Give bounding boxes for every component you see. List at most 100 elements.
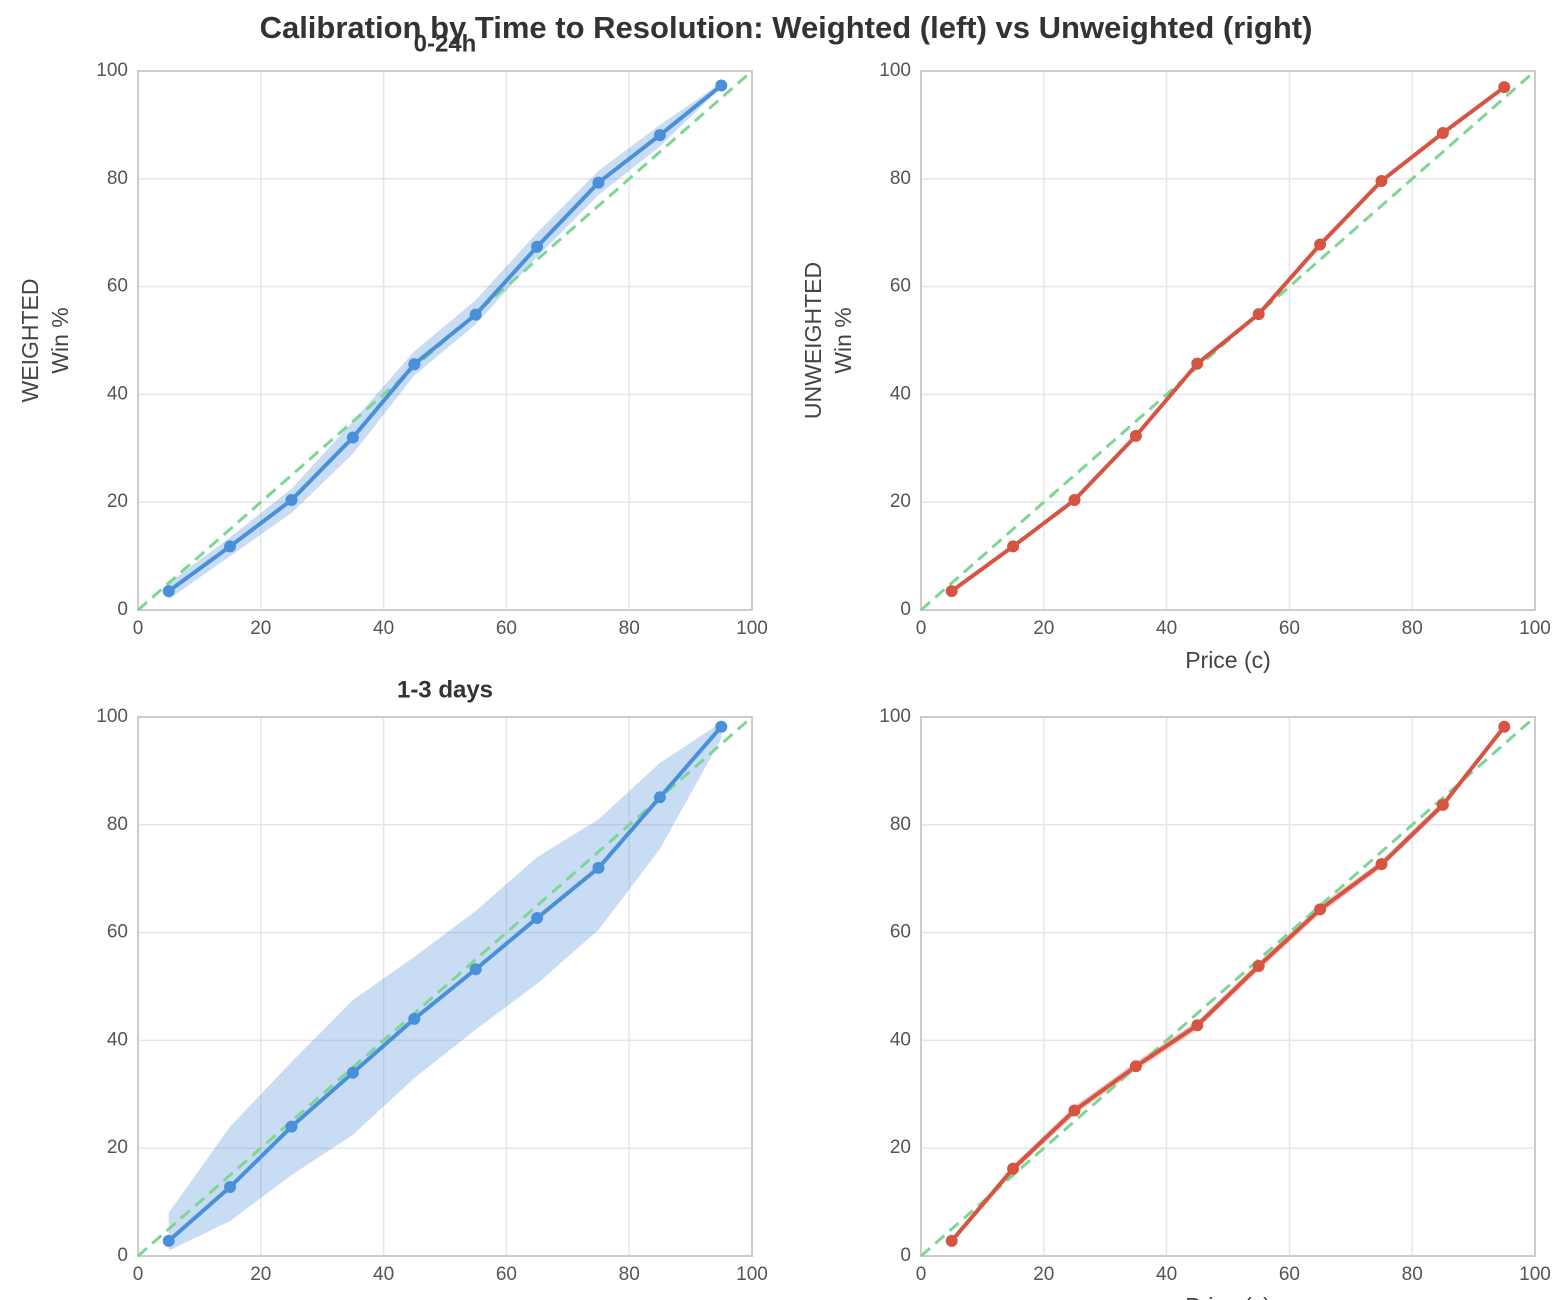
x-axis-label: Price (c) [1185, 1293, 1271, 1300]
y-tick-label: 20 [107, 491, 128, 512]
point [346, 1066, 359, 1079]
x-tick-label: 20 [250, 618, 271, 639]
x-tick-label: 80 [619, 1264, 640, 1285]
x-tick-label: 0 [133, 618, 144, 639]
plot-frame [920, 716, 1536, 1257]
point [1191, 1019, 1204, 1032]
x-tick-label: 40 [1156, 618, 1177, 639]
y-tick-label: 60 [107, 276, 128, 297]
x-tick-label: 60 [1279, 1264, 1300, 1285]
point [1498, 720, 1511, 733]
y-tick-label: 100 [879, 706, 911, 727]
x-tick-label: 80 [1402, 618, 1423, 639]
y-tick-label: 40 [890, 383, 911, 404]
y-tick-label: 100 [96, 706, 128, 727]
y-axis-label: Win % [830, 307, 856, 373]
x-tick-label: 80 [619, 618, 640, 639]
point [531, 240, 544, 253]
y-tick-label: 40 [890, 1029, 911, 1050]
point [715, 79, 728, 92]
figure-title: Calibration by Time to Resolution: Weigh… [260, 10, 1313, 45]
point [1375, 174, 1388, 187]
subplot-title: 1-3 days [397, 676, 493, 703]
y-tick-label: 80 [890, 814, 911, 835]
y-tick-label: 20 [890, 491, 911, 512]
point [346, 431, 359, 444]
point [469, 963, 482, 976]
y-axis-label: UNWEIGHTED [800, 262, 826, 419]
x-tick-label: 0 [916, 1264, 927, 1285]
point [1314, 903, 1327, 916]
point [1252, 960, 1265, 973]
x-tick-label: 20 [250, 1264, 271, 1285]
point [1498, 81, 1511, 94]
series-line [167, 725, 723, 1243]
x-tick-label: 100 [736, 1264, 768, 1285]
x-tick-label: 40 [1156, 1264, 1177, 1285]
point [1007, 1162, 1020, 1175]
point [945, 1234, 958, 1247]
y-tick-label: 80 [107, 814, 128, 835]
point [653, 791, 666, 804]
point [715, 720, 728, 733]
point [1375, 858, 1388, 871]
y-tick-label: 0 [900, 599, 911, 620]
y-tick-label: 60 [890, 922, 911, 943]
point [1436, 798, 1449, 811]
point [162, 1234, 175, 1247]
point [653, 129, 666, 142]
point [408, 358, 421, 371]
point [592, 861, 605, 874]
point [285, 1120, 298, 1133]
point [1191, 357, 1204, 370]
point [1129, 1060, 1142, 1073]
series-line [950, 85, 1506, 593]
point [1129, 429, 1142, 442]
x-axis-label: Price (c) [1185, 647, 1271, 673]
reference-line [920, 715, 1536, 1258]
y-tick-label: 20 [890, 1137, 911, 1158]
y-tick-label: 40 [107, 1029, 128, 1050]
point [1314, 238, 1327, 251]
y-axis-label: Win % [47, 307, 73, 373]
point [469, 308, 482, 321]
y-tick-label: 80 [890, 168, 911, 189]
point [162, 585, 175, 598]
x-tick-label: 100 [736, 618, 768, 639]
point [945, 585, 958, 598]
y-tick-label: 0 [117, 1245, 128, 1266]
x-tick-label: 60 [496, 1264, 517, 1285]
plot-frame [137, 716, 753, 1257]
y-tick-label: 100 [96, 60, 128, 81]
y-tick-label: 0 [117, 599, 128, 620]
point [1436, 126, 1449, 139]
x-tick-label: 0 [133, 1264, 144, 1285]
x-tick-label: 40 [373, 618, 394, 639]
y-tick-label: 40 [107, 383, 128, 404]
plot-frame [137, 70, 753, 611]
x-tick-label: 60 [496, 618, 517, 639]
y-tick-label: 100 [879, 60, 911, 81]
x-tick-label: 100 [1519, 618, 1551, 639]
point [592, 176, 605, 189]
point [224, 540, 237, 553]
point [408, 1012, 421, 1025]
series-line [167, 83, 723, 593]
point [285, 494, 298, 507]
y-tick-label: 0 [900, 1245, 911, 1266]
x-tick-label: 100 [1519, 1264, 1551, 1285]
y-tick-label: 60 [890, 276, 911, 297]
y-tick-label: 80 [107, 168, 128, 189]
x-tick-label: 80 [1402, 1264, 1423, 1285]
series-line [950, 725, 1506, 1243]
x-tick-label: 20 [1033, 618, 1054, 639]
subplot-title: 0-24h [414, 30, 477, 57]
point [531, 912, 544, 925]
reference-line [137, 715, 753, 1258]
plot-frame [920, 70, 1536, 611]
x-tick-label: 40 [373, 1264, 394, 1285]
y-axis-label: WEIGHTED [17, 279, 43, 403]
x-tick-label: 0 [916, 618, 927, 639]
